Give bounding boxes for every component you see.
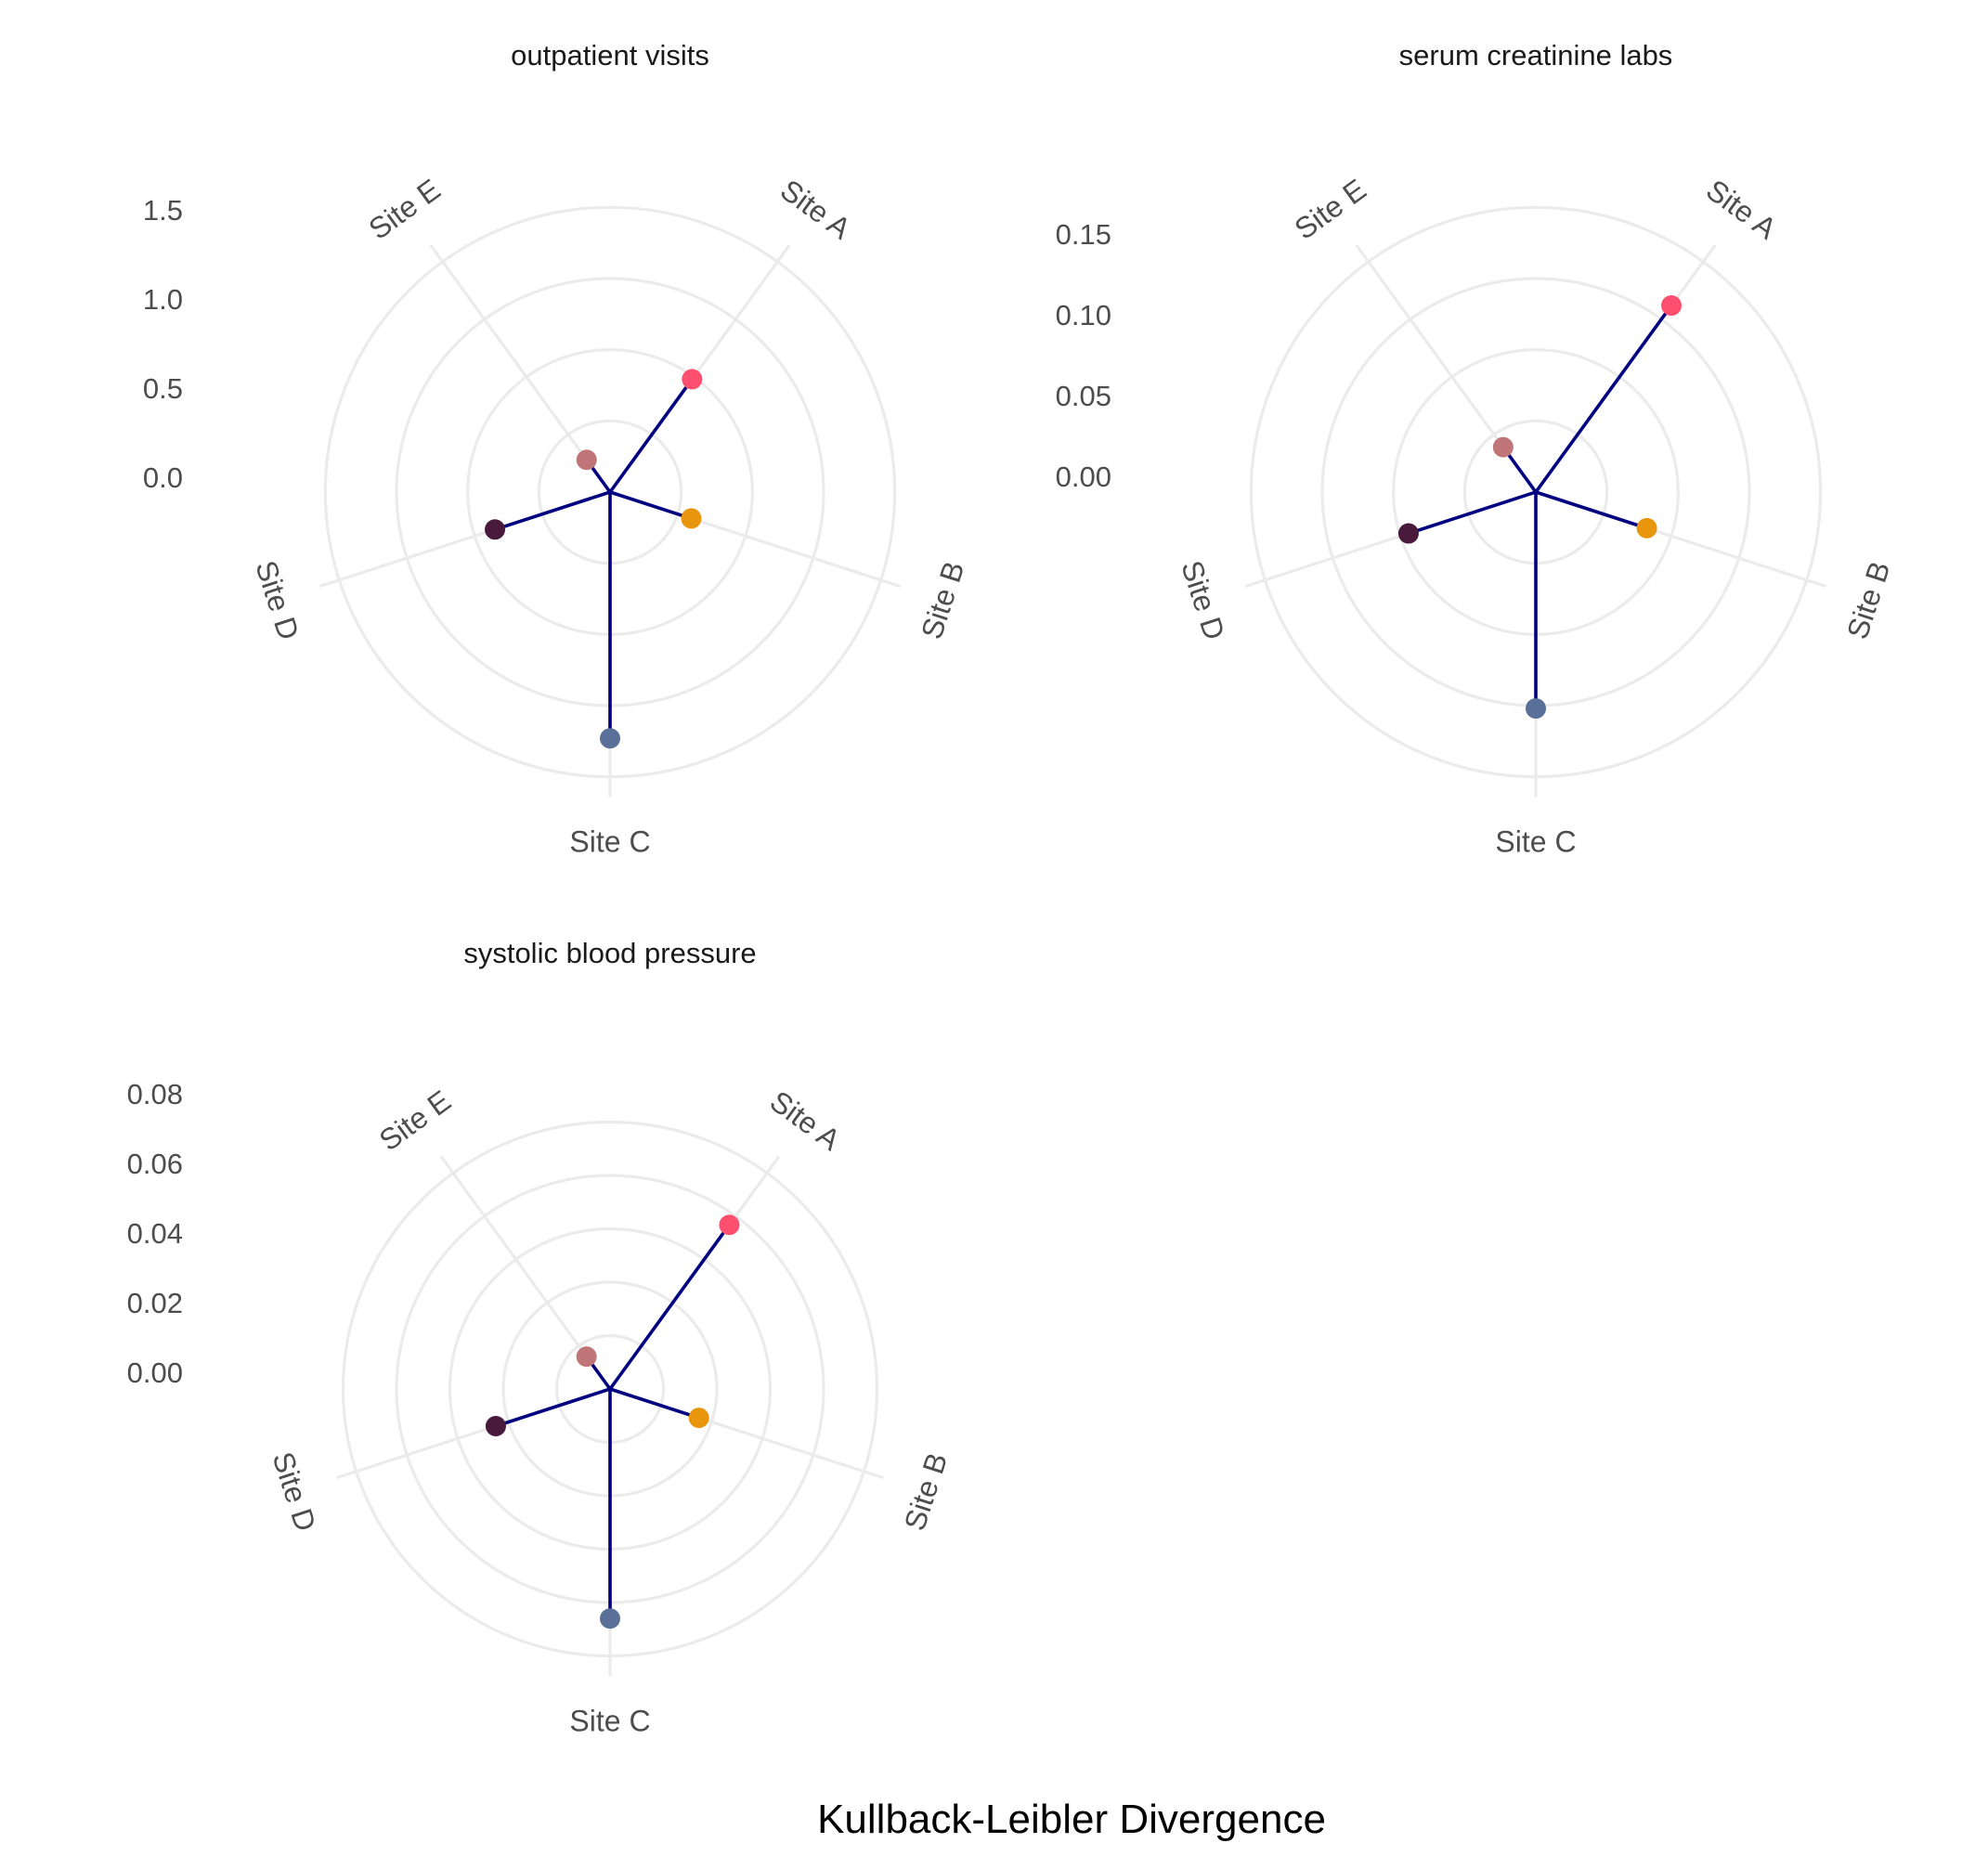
category-label: Site A	[1700, 173, 1783, 246]
y-tick-label: 1.0	[143, 283, 183, 316]
category-label: Site C	[569, 825, 650, 859]
category-label: Site C	[1495, 825, 1576, 859]
panels: outpatient visits 0.0 0.5 1.0 1.5 Site A Site …	[127, 39, 1897, 1738]
y-tick-label: 0.08	[127, 1078, 183, 1110]
point-site-b	[688, 1408, 709, 1429]
category-label: Site E	[1288, 173, 1371, 246]
point-site-e	[1492, 436, 1514, 458]
panel-outpatient-visits: outpatient visits 0.0 0.5 1.0 1.5 Site A Site …	[143, 39, 971, 859]
point-site-a	[1661, 295, 1683, 317]
category-label: Site C	[569, 1705, 650, 1738]
stem-site-b	[609, 1387, 700, 1420]
y-tick-label: 0.5	[143, 372, 183, 405]
point-site-d	[1397, 523, 1419, 544]
y-tick-label: 0.00	[127, 1356, 183, 1389]
category-label: Site E	[362, 173, 446, 246]
point-site-c	[600, 728, 620, 749]
point-site-c	[1526, 698, 1546, 720]
category-label: Site B	[898, 1448, 955, 1534]
x-axis-label: Kullback-Leibler Divergence	[817, 1797, 1326, 1842]
point-site-e	[576, 449, 597, 471]
point-site-a	[719, 1214, 740, 1236]
point-site-e	[576, 1346, 597, 1368]
category-label: Site D	[266, 1447, 322, 1535]
panel-title: serum creatinine labs	[1399, 39, 1673, 71]
point-site-d	[485, 1415, 506, 1436]
category-label: Site D	[1175, 556, 1231, 643]
point-site-b	[681, 508, 702, 529]
stem-site-a	[608, 1224, 731, 1391]
point-site-c	[600, 1608, 620, 1629]
point-site-b	[1636, 517, 1657, 539]
y-tick-label: 0.04	[127, 1217, 183, 1250]
panel-title: systolic blood pressure	[463, 937, 756, 969]
y-tick-label: 0.00	[1056, 461, 1111, 493]
stem-site-a	[1534, 304, 1673, 494]
category-label: Site A	[774, 173, 857, 246]
stem-site-b	[1535, 490, 1648, 530]
category-label: Site A	[764, 1084, 847, 1158]
panel-title: outpatient visits	[511, 39, 709, 71]
point-site-a	[682, 369, 703, 390]
stem-site-d	[494, 490, 611, 531]
y-tick-label: 0.0	[143, 461, 183, 494]
category-label: Site E	[373, 1084, 457, 1157]
point-site-d	[485, 519, 506, 540]
y-tick-label: 1.5	[143, 194, 183, 227]
y-tick-label: 0.02	[127, 1287, 183, 1319]
stem-site-d	[1408, 490, 1537, 536]
stem-site-d	[495, 1387, 611, 1428]
category-label: Site B	[915, 557, 971, 642]
stem-site-a	[608, 378, 694, 494]
panel-serum-creatinine-labs: serum creatinine labs 0.00 0.05 0.10 0.15 Sit…	[1056, 39, 1897, 859]
grid-spoke	[429, 244, 612, 493]
category-label: Site B	[1840, 557, 1897, 642]
y-tick-label: 0.10	[1056, 299, 1111, 331]
y-tick-label: 0.05	[1056, 380, 1111, 412]
category-label: Site D	[249, 556, 305, 643]
y-tick-label: 0.15	[1056, 218, 1111, 251]
panel-systolic-blood-pressure: systolic blood pressure 0.00 0.02 0.04 0.06 0…	[127, 937, 955, 1738]
y-tick-label: 0.06	[127, 1148, 183, 1180]
stem-site-b	[609, 490, 693, 521]
